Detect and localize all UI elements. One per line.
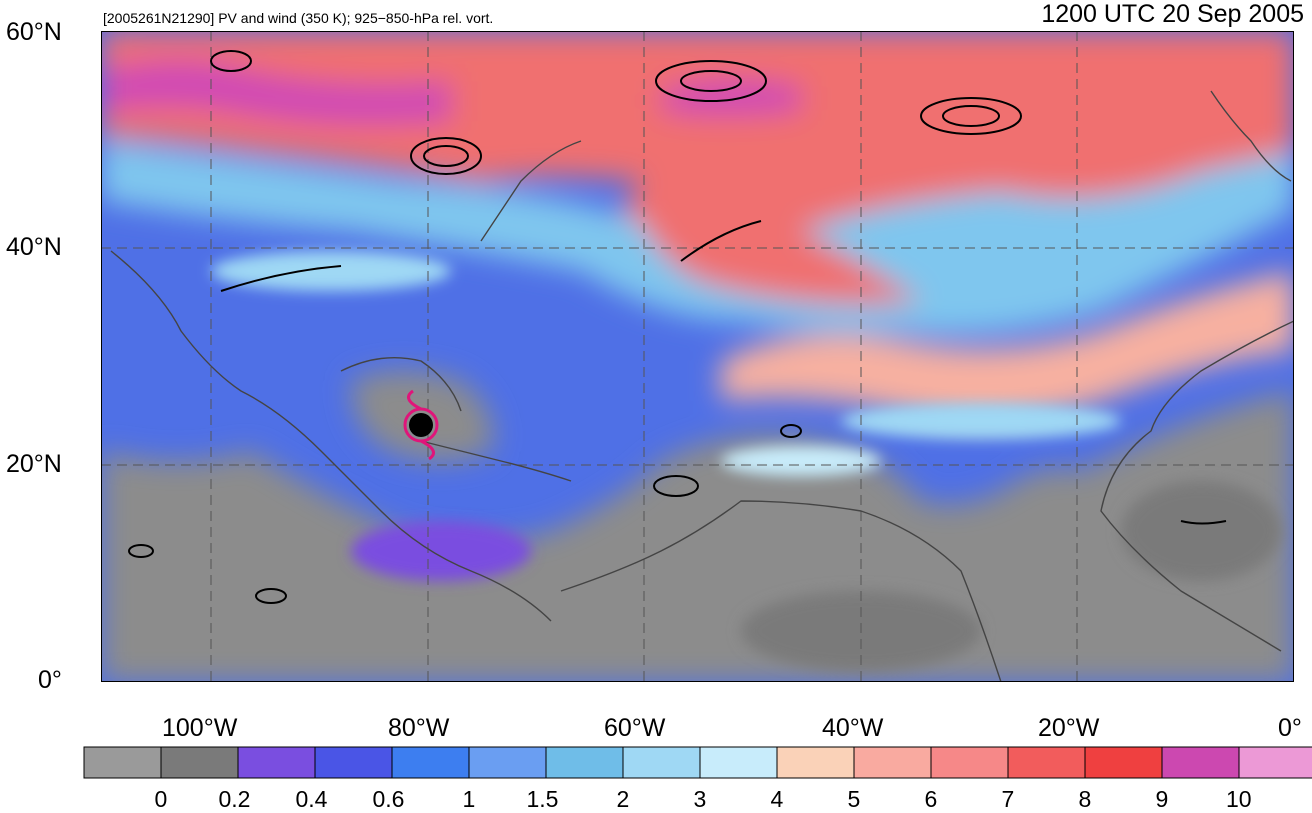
pv-shading <box>101 31 1294 682</box>
colorbar-swatch <box>468 746 547 779</box>
colorbar-swatch <box>237 746 316 779</box>
colorbar-swatch <box>699 746 778 779</box>
header-subtitle: [2005261N21290] PV and wind (350 K); 925… <box>103 10 494 26</box>
colorbar-swatch <box>853 746 932 779</box>
colorbar-swatch <box>1161 746 1240 779</box>
colorbar-label: 2 <box>616 786 630 812</box>
colorbar-label: 5 <box>847 786 861 812</box>
vorticity-contours <box>128 50 1227 604</box>
colorbar-label: 1 <box>462 786 476 812</box>
lon-label-100w: 100°W <box>162 714 238 742</box>
hurricane-icon <box>403 389 439 461</box>
lat-label-20n: 20°N <box>6 450 62 478</box>
colorbar-label: 9 <box>1155 786 1169 812</box>
colorbar-label: 0 <box>154 786 168 812</box>
colorbar-swatch <box>83 746 162 779</box>
colorbar-label: 10 <box>1226 786 1252 812</box>
colorbar-swatch <box>314 746 393 779</box>
colorbar-label: 1.5 <box>526 786 559 812</box>
lat-label-60n: 60°N <box>6 18 62 46</box>
graticule <box>101 31 1294 682</box>
lon-label-40w: 40°W <box>822 714 884 742</box>
colorbar-label: 0.2 <box>218 786 251 812</box>
colorbar <box>83 746 1312 779</box>
colorbar-swatch <box>776 746 855 779</box>
lon-label-20w: 20°W <box>1038 714 1100 742</box>
colorbar-label: 0.6 <box>372 786 405 812</box>
lon-label-60w: 60°W <box>604 714 666 742</box>
colorbar-label: 7 <box>1001 786 1015 812</box>
colorbar-swatch <box>1238 746 1312 779</box>
colorbar-swatch <box>160 746 239 779</box>
colorbar-label: 6 <box>924 786 938 812</box>
colorbar-label: 0.4 <box>295 786 328 812</box>
colorbar-label: 8 <box>1078 786 1092 812</box>
lon-label-80w: 80°W <box>388 714 450 742</box>
colorbar-swatch <box>622 746 701 779</box>
map-panel <box>101 31 1294 682</box>
colorbar-swatch <box>1084 746 1163 779</box>
colorbar-label: 4 <box>770 786 784 812</box>
lon-label-0: 0° <box>1278 714 1302 742</box>
lat-label-0: 0° <box>38 666 62 694</box>
colorbar-label: 3 <box>693 786 707 812</box>
header-datetime: 1200 UTC 20 Sep 2005 <box>1041 0 1304 28</box>
colorbar-swatch <box>545 746 624 779</box>
coastlines <box>110 90 1294 682</box>
lat-label-40n: 40°N <box>6 233 62 261</box>
colorbar-swatch <box>391 746 470 779</box>
colorbar-swatch <box>1007 746 1086 779</box>
colorbar-swatch <box>930 746 1009 779</box>
